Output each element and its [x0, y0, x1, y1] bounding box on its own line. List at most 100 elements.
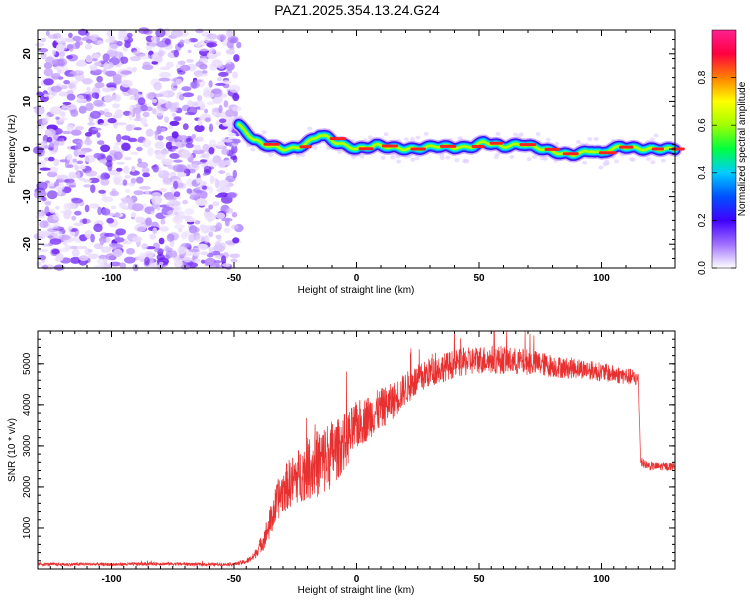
noise-cell [509, 155, 515, 159]
noise-cell [119, 262, 127, 269]
noise-cell [217, 76, 222, 82]
noise-cell [142, 172, 151, 178]
noise-cell [232, 237, 240, 244]
noise-cell [145, 92, 155, 100]
noise-cell [223, 227, 231, 234]
noise-cell [218, 181, 228, 189]
ridge-peak [598, 151, 617, 155]
colorbar-tick-label: 0.2 [697, 213, 708, 227]
noise-cell [131, 203, 144, 212]
noise-cell [195, 198, 208, 206]
noise-cell [367, 135, 373, 140]
noise-cell [200, 251, 209, 256]
noise-cell [206, 42, 218, 48]
noise-cell [575, 140, 581, 144]
noise-cell [141, 166, 150, 174]
noise-cell [104, 112, 113, 118]
noise-cell [39, 160, 47, 165]
noise-cell [41, 196, 47, 202]
noise-cell [215, 260, 220, 268]
noise-cell [208, 231, 214, 238]
noise-cell [97, 140, 105, 146]
noise-cell [184, 230, 191, 237]
noise-cell [138, 186, 151, 190]
noise-cell [221, 255, 227, 265]
noise-cell [72, 35, 82, 42]
noise-cell [77, 245, 88, 250]
noise-cell [136, 226, 146, 232]
noise-cell [52, 212, 60, 221]
noise-cell [206, 225, 216, 233]
noise-cell [186, 188, 193, 194]
noise-cell [62, 130, 72, 135]
noise-cell [212, 201, 220, 207]
noise-cell [221, 80, 231, 85]
noise-cell [151, 60, 158, 65]
noise-cell [410, 137, 415, 142]
noise-cell [114, 109, 124, 119]
noise-cell [208, 247, 214, 252]
noise-cell [94, 264, 107, 269]
noise-cell [614, 159, 619, 164]
noise-cell [630, 157, 636, 162]
noise-cell [189, 168, 196, 174]
noise-cell [114, 237, 125, 243]
noise-cell [645, 157, 651, 161]
colorbar-tick-label: 0.8 [697, 70, 708, 84]
noise-cell [200, 259, 206, 264]
noise-cell [98, 189, 106, 194]
noise-cell [184, 208, 195, 216]
y-tick-label: 0 [22, 146, 33, 152]
noise-cell [221, 217, 233, 222]
noise-cell [85, 102, 94, 112]
noise-cell [84, 204, 90, 213]
noise-cell [90, 34, 100, 39]
noise-cell [47, 147, 54, 151]
noise-cell [113, 248, 123, 258]
noise-cell [204, 108, 209, 114]
noise-cell [184, 112, 196, 116]
noise-cell [439, 153, 445, 158]
noise-cell [112, 74, 122, 81]
colorbar-frame [711, 29, 737, 269]
noise-cell [197, 95, 203, 102]
noise-cell [62, 241, 68, 246]
noise-cell [403, 137, 409, 142]
noise-cell [95, 40, 105, 45]
noise-cell [159, 226, 169, 232]
noise-cell [125, 248, 136, 255]
noise-cell [78, 255, 89, 262]
noise-cell [93, 40, 98, 45]
noise-cell [204, 257, 216, 266]
noise-cell [125, 124, 133, 132]
noise-cell [129, 95, 136, 100]
noise-cell [173, 116, 182, 121]
noise-cell [70, 231, 76, 237]
noise-cell [199, 63, 208, 70]
noise-cell [37, 254, 47, 261]
noise-cell [95, 220, 104, 224]
noise-cell [199, 159, 208, 163]
noise-cell [232, 93, 240, 102]
y-tick-label: 20 [22, 48, 33, 60]
ridge-peak [619, 145, 634, 149]
noise-cell [195, 42, 202, 48]
noise-cell [115, 228, 126, 236]
noise-cell [197, 73, 209, 77]
noise-cell [225, 69, 233, 74]
noise-cell [208, 147, 215, 155]
noise-cell [202, 143, 210, 152]
noise-cell [221, 148, 230, 155]
noise-cell [89, 110, 101, 119]
noise-cell [175, 78, 182, 85]
noise-cell [182, 123, 189, 130]
noise-cell [195, 177, 201, 184]
noise-cell [128, 112, 134, 121]
noise-cell [223, 100, 229, 108]
noise-cell [122, 241, 133, 245]
spectrogram-cells [33, 27, 676, 272]
noise-cell [43, 68, 53, 77]
noise-cell [116, 133, 122, 143]
noise-cell [55, 205, 60, 210]
noise-cell [194, 258, 201, 263]
